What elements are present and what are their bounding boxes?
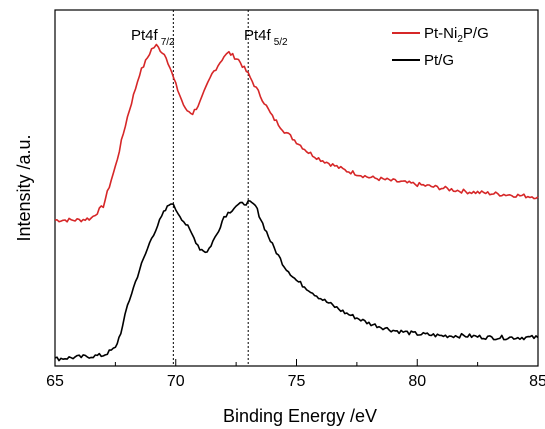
y-axis-title: Intensity /a.u. xyxy=(14,134,34,241)
series-line-pt-g xyxy=(54,200,539,362)
x-tick-label: 85 xyxy=(529,373,545,390)
x-tick-label: 65 xyxy=(46,373,64,390)
plot-frame xyxy=(54,9,539,367)
peak-label-pt4f-7-2: Pt4f 7/2 xyxy=(131,27,175,48)
series-line-pt-ni2p-g xyxy=(54,43,539,223)
x-ticks: 65 70 75 80 85 xyxy=(46,359,545,390)
series-layer xyxy=(54,43,539,362)
legend-label-pt-g: Pt/G xyxy=(424,52,454,69)
peak-label-pt4f-5-2: Pt4f 5/2 xyxy=(244,27,288,48)
legend-label-pt-ni2p-g: Pt-Ni2P/G xyxy=(424,25,489,45)
x-tick-label: 70 xyxy=(167,373,185,390)
reference-lines xyxy=(172,10,249,366)
legend: Pt-Ni2P/G Pt/G xyxy=(392,25,489,69)
x-axis-title: Binding Energy /eV xyxy=(223,406,377,426)
x-tick-label: 80 xyxy=(408,373,426,390)
x-tick-label: 75 xyxy=(288,373,306,390)
